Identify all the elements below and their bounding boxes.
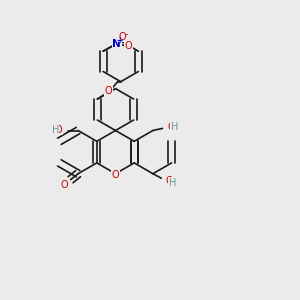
- Text: H: H: [52, 125, 59, 135]
- Text: H: H: [169, 178, 176, 188]
- Text: O: O: [166, 176, 173, 186]
- Text: +: +: [116, 37, 122, 46]
- Text: N: N: [112, 39, 121, 49]
- Text: O: O: [167, 122, 175, 133]
- Text: O: O: [105, 86, 112, 96]
- Text: O: O: [55, 125, 62, 135]
- Text: O: O: [112, 170, 119, 180]
- Text: O: O: [119, 32, 127, 42]
- Text: O: O: [61, 179, 68, 190]
- Text: H: H: [171, 122, 178, 133]
- Text: -: -: [124, 29, 128, 39]
- Text: O: O: [125, 41, 133, 51]
